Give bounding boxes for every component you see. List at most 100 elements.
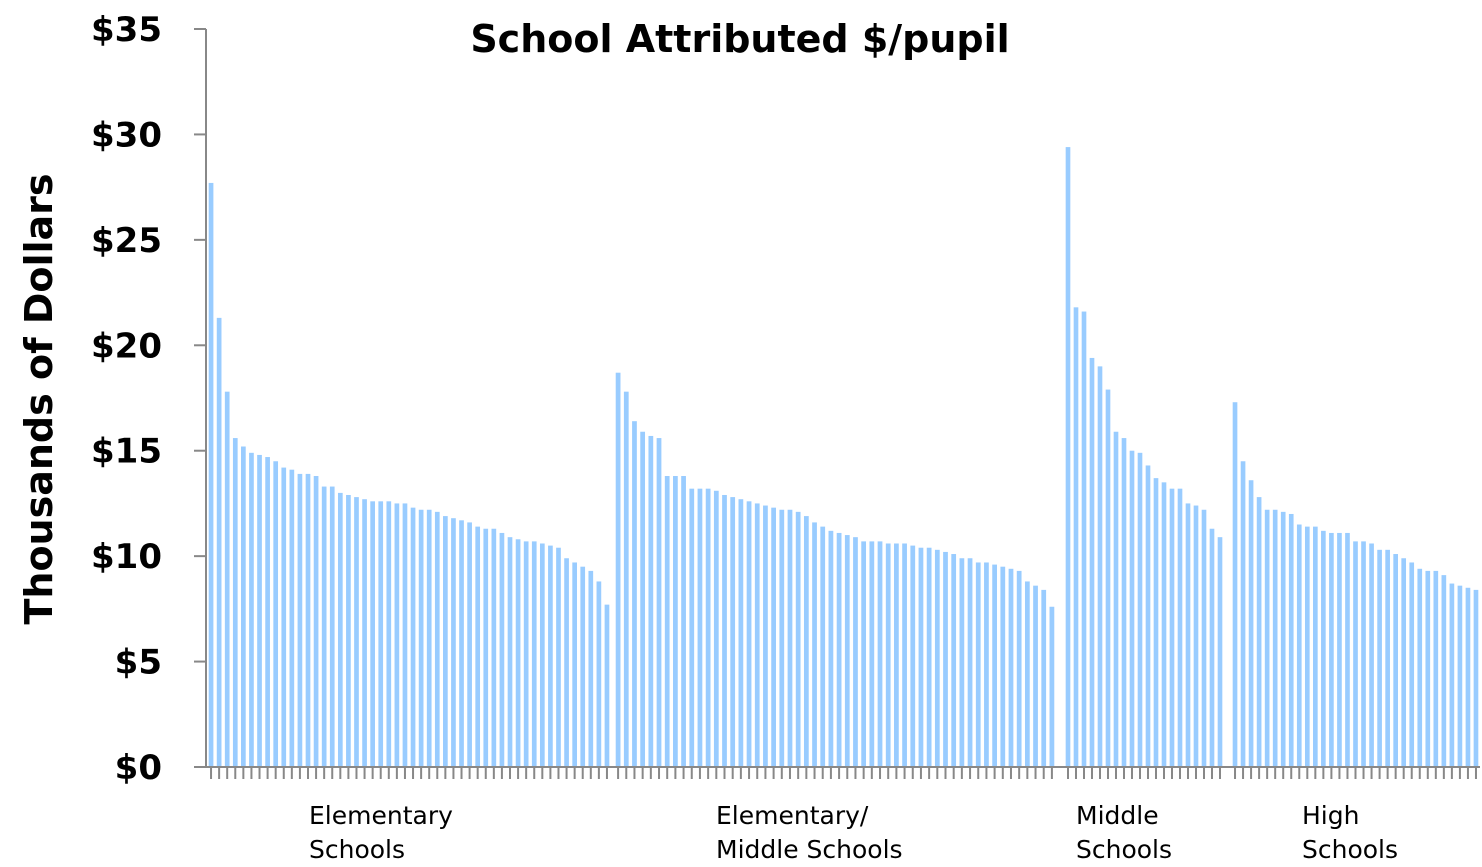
- bar: [1256, 497, 1262, 767]
- bar: [820, 526, 826, 767]
- bar: [1024, 581, 1030, 767]
- bar: [313, 476, 319, 767]
- bar: [656, 438, 662, 767]
- bar: [289, 469, 295, 767]
- bar: [451, 518, 456, 767]
- bar: [1161, 482, 1167, 767]
- bar: [1169, 488, 1175, 767]
- bar: [1097, 366, 1103, 767]
- bar: [1369, 543, 1374, 767]
- bar: [1264, 509, 1270, 767]
- bar: [1201, 509, 1207, 767]
- bar: [297, 473, 303, 767]
- bar: [1129, 450, 1135, 767]
- bar: [1433, 570, 1439, 767]
- bar: [208, 182, 214, 767]
- bar: [1296, 524, 1302, 767]
- y-tick-label: $35: [91, 10, 162, 50]
- bar: [1409, 562, 1415, 767]
- bar: [378, 501, 384, 767]
- x-ticks-layer: [210, 767, 1477, 779]
- bar: [844, 535, 850, 767]
- bar: [1345, 532, 1350, 767]
- bar: [515, 539, 521, 767]
- bar: [410, 507, 416, 767]
- bar: [346, 494, 351, 767]
- bar: [1008, 568, 1014, 767]
- bar: [354, 497, 359, 767]
- bar: [869, 541, 875, 767]
- bar: [1113, 431, 1119, 767]
- bar: [1401, 558, 1407, 767]
- bar: [1121, 438, 1127, 767]
- bar: [329, 486, 335, 767]
- y-tick-label: $15: [91, 432, 162, 472]
- bar: [305, 473, 311, 767]
- bar: [1329, 532, 1334, 767]
- bar: [1449, 583, 1455, 767]
- group-label-line: Middle Schools: [716, 835, 903, 862]
- bar: [763, 505, 768, 767]
- bar: [615, 372, 621, 767]
- bar: [926, 547, 932, 767]
- bar: [943, 551, 948, 767]
- bar: [564, 558, 569, 767]
- bar: [1280, 511, 1286, 767]
- bar: [1353, 541, 1358, 767]
- bar: [779, 509, 785, 767]
- group-label-line: Elementary: [309, 801, 453, 830]
- bar: [1321, 530, 1326, 767]
- bar: [337, 492, 343, 767]
- bar: [523, 541, 529, 767]
- bar: [984, 562, 989, 767]
- group-label-line: Middle: [1076, 801, 1159, 830]
- bar: [370, 501, 375, 767]
- bar: [467, 522, 472, 767]
- bar: [1425, 570, 1431, 767]
- bars-layer: [208, 147, 1479, 767]
- y-tick-label: $25: [91, 221, 162, 261]
- bar: [689, 488, 695, 767]
- bar: [1041, 589, 1047, 767]
- bar: [273, 461, 279, 767]
- bar: [1313, 526, 1318, 767]
- bar: [836, 532, 842, 767]
- bar: [483, 528, 489, 767]
- bar: [224, 391, 230, 767]
- bar: [257, 454, 262, 767]
- bar: [1145, 465, 1151, 767]
- bar: [738, 499, 744, 767]
- bar: [1081, 311, 1087, 767]
- y-tick-label: $5: [115, 643, 162, 683]
- chart-title: School Attributed $/pupil: [470, 17, 1009, 61]
- bar: [681, 476, 686, 767]
- group-labels-layer: Elementary Schools Elementary/Middle Schoo…: [309, 801, 1398, 864]
- bar: [975, 562, 981, 767]
- bar: [1016, 570, 1022, 767]
- bar: [771, 507, 776, 767]
- bar: [1153, 478, 1159, 767]
- bar: [730, 497, 736, 767]
- bar: [787, 509, 793, 767]
- bar: [795, 511, 801, 767]
- y-tick-label: $10: [91, 537, 162, 577]
- bar: [1288, 513, 1294, 767]
- bar: [1232, 402, 1238, 767]
- bar: [1049, 606, 1055, 767]
- bar: [803, 516, 809, 767]
- bar: [265, 457, 270, 767]
- bar: [426, 509, 432, 767]
- bar: [934, 549, 940, 767]
- bar: [673, 476, 678, 767]
- y-ticks-layer: $0 $5 $10 $15 $20 $25 $30 $35: [91, 10, 206, 788]
- bar: [548, 545, 553, 767]
- bar: [1377, 549, 1382, 767]
- bar: [499, 532, 505, 767]
- bar: [386, 501, 392, 767]
- bar: [894, 543, 899, 767]
- bar: [1137, 452, 1143, 767]
- bar: [754, 503, 760, 767]
- bar: [967, 558, 973, 767]
